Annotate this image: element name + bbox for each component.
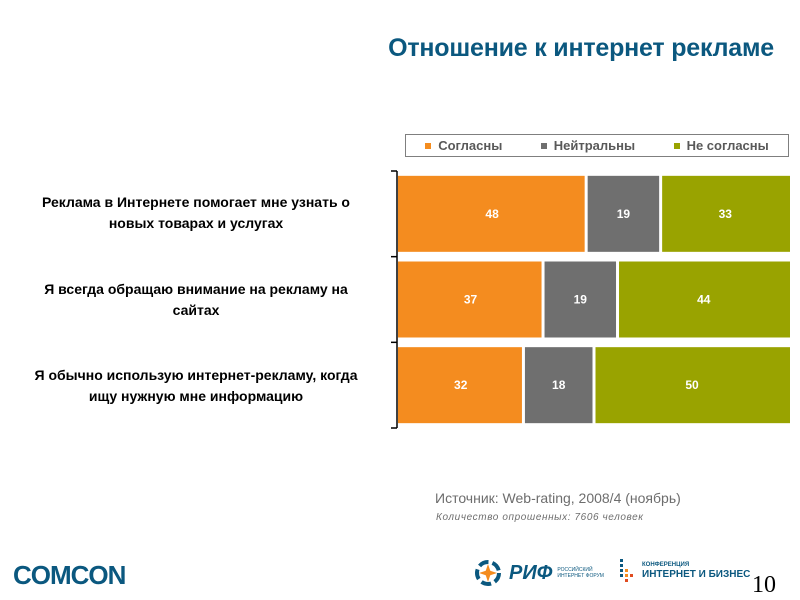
rif-logo-subtitle: РОССИЙСКИЙ ИНТЕРНЕТ ФОРУМ [557, 567, 604, 579]
bar-value-label: 44 [697, 293, 711, 307]
bar-value-label: 19 [617, 207, 631, 221]
legend-swatch-disagree [673, 142, 680, 149]
source-text: Источник: Web-rating, 2008/4 (ноябрь) [435, 490, 681, 506]
comcon-logo: COMCON [13, 560, 126, 590]
ib-logo-big: ИНТЕРНЕТ И БИЗНЕС [642, 568, 751, 580]
category-label-line: сайтах [172, 302, 220, 318]
ib-logo-text: КОНФЕРЕНЦИЯ ИНТЕРНЕТ И БИЗНЕС [642, 561, 750, 580]
ib-emblem-icon [620, 559, 633, 582]
category-label-line: ищу нужную мне информацию [88, 388, 304, 404]
bar-segment [398, 261, 542, 338]
bar-value-label: 18 [552, 378, 566, 392]
bar-segment [587, 175, 660, 252]
bar-value-label: 48 [485, 207, 499, 221]
bar-segment [662, 175, 790, 252]
legend-swatch-agree [425, 142, 432, 149]
rif-emblem-icon [475, 560, 501, 586]
category-label-1: Реклама в Интернете помогает мне узнать … [0, 192, 392, 234]
category-label-3: Я обычно использую интернет-рекламу, ког… [0, 365, 392, 407]
legend-item-neutral: Нейтральны [540, 138, 636, 153]
category-label-line: Реклама в Интернете помогает мне узнать … [42, 194, 350, 210]
category-label-line: Я обычно использую интернет-рекламу, ког… [34, 367, 358, 383]
rif-logo: РИФ РОССИЙСКИЙ ИНТЕРНЕТ ФОРУМ [473, 558, 604, 588]
bar-segment [544, 261, 617, 338]
ib-logo-small: КОНФЕРЕНЦИЯ [642, 561, 690, 568]
category-label-line: новых товарах и услугах [108, 215, 284, 231]
bar-value-label: 37 [464, 293, 478, 307]
category-label-line: Я всегда обращаю внимание на рекламу на [44, 281, 348, 297]
bar-segment [595, 347, 790, 424]
bar-segment [398, 175, 585, 252]
rif-sub-line: РОССИЙСКИЙ [557, 567, 593, 573]
legend-item-disagree: Не согласны [673, 138, 769, 153]
respondents-note: Количество опрошенных: 7606 человек [436, 512, 644, 523]
bar-segment [398, 347, 522, 424]
bar-segment [619, 261, 790, 338]
rif-logo-text: РИФ [509, 561, 553, 584]
rif-sub-line: ИНТЕРНЕТ ФОРУМ [557, 573, 604, 579]
legend-item-agree: Согласны [425, 138, 502, 153]
legend-label: Нейтральны [553, 138, 636, 153]
slide-title: Отношение к интернет рекламе [388, 34, 774, 62]
bar-segment [524, 347, 593, 424]
legend-swatch-neutral [540, 142, 547, 149]
category-label-2: Я всегда обращаю внимание на рекламу на … [0, 279, 392, 321]
legend-label: Не согласны [686, 138, 769, 153]
bar-value-label: 19 [574, 293, 588, 307]
internet-business-logo: КОНФЕРЕНЦИЯ ИНТЕРНЕТ И БИЗНЕС [618, 558, 750, 582]
page-number: 10 [752, 572, 776, 598]
bar-value-label: 50 [685, 378, 699, 392]
bar-value-label: 32 [454, 378, 468, 392]
chart-legend: Согласны Нейтральны Не согласны [405, 134, 789, 157]
bar-value-label: 33 [719, 207, 733, 221]
legend-label: Согласны [438, 138, 503, 153]
